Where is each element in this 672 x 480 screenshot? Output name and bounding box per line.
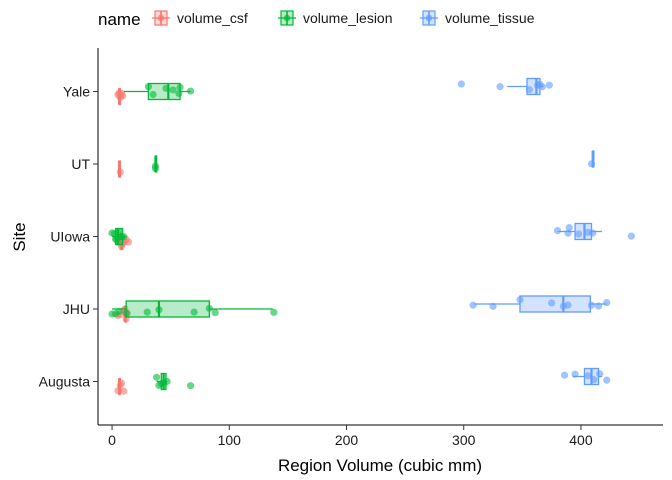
volume_csf-point [114, 387, 122, 395]
box-iqr [125, 300, 211, 318]
volume_tissue-point [564, 229, 572, 237]
volume_tissue-box-JHU [474, 295, 607, 313]
y-tick-label: Augusta [39, 374, 91, 390]
legend-item-volume_csf: volume_csf [152, 10, 248, 26]
volume_tissue-point [596, 370, 604, 378]
volume_tissue-point [560, 371, 569, 379]
volume_lesion-point [175, 89, 183, 98]
volume_lesion-point [169, 86, 177, 94]
volume_tissue-point [587, 160, 596, 168]
volume_csf-point [124, 238, 133, 246]
volume_tissue-point [545, 81, 553, 89]
volume_tissue-point [590, 376, 598, 384]
volume_lesion-point [211, 309, 219, 317]
legend-label: volume_csf [177, 10, 248, 26]
volume_tissue-point [469, 301, 477, 309]
volume_lesion-point [144, 83, 153, 91]
volume_csf-point [120, 387, 128, 395]
volume_lesion-point [120, 233, 128, 241]
volume_tissue-point [587, 301, 596, 309]
y-axis-title: Site [10, 222, 29, 251]
volume_lesion-point [151, 164, 160, 173]
volume_tissue-point [548, 299, 556, 307]
volume_tissue-point [525, 86, 533, 94]
legend-item-volume_tissue: volume_tissue [420, 10, 535, 26]
volume_tissue-point [571, 370, 579, 378]
x-tick-label: 200 [335, 432, 359, 448]
volume_lesion-point [190, 308, 198, 316]
volume_tissue-point [603, 298, 611, 307]
volume_lesion-point [162, 84, 170, 92]
legend: name volume_csf volume_lesion volume_tissu… [98, 10, 535, 29]
x-axis-title: Region Volume (cubic mm) [278, 456, 482, 475]
legend-title: name [98, 10, 141, 29]
volume_lesion-point [115, 307, 123, 315]
volume_lesion-point [270, 308, 278, 316]
x-tick-label: 400 [569, 432, 593, 448]
x-tick-label: 300 [452, 432, 476, 448]
volume_tissue-point [575, 230, 583, 238]
y-tick-label: JHU [63, 301, 90, 317]
volume_lesion-point [187, 382, 195, 390]
volume_tissue-point [589, 229, 597, 237]
volume_lesion-point [149, 90, 157, 99]
volume_lesion-point [153, 373, 161, 381]
volume_tissue-point [457, 80, 465, 88]
plot-area [108, 77, 635, 396]
volume_tissue-point [603, 376, 611, 384]
legend-point [425, 14, 433, 22]
volume_lesion-point [176, 83, 184, 91]
y-tick-label: UIowa [50, 229, 90, 245]
legend-point [283, 14, 291, 22]
volume_lesion-point [122, 309, 130, 317]
volume_tissue-point [564, 301, 572, 309]
volume_csf-point [119, 92, 127, 100]
volume_tissue-point [627, 232, 635, 240]
volume_tissue-point [489, 302, 497, 310]
legend-label: volume_lesion [303, 10, 393, 26]
legend-label: volume_tissue [445, 10, 535, 26]
y-tick-label: UT [71, 156, 90, 172]
volume_lesion-point [155, 306, 163, 314]
volume_csf-point [117, 379, 126, 387]
legend-item-volume_lesion: volume_lesion [278, 10, 393, 26]
volume_lesion-point [187, 87, 195, 95]
volume_csf-point [116, 168, 124, 176]
y-tick-label: Yale [63, 84, 90, 100]
volume_tissue-point [565, 224, 573, 232]
volume_tissue-point [553, 226, 562, 235]
volume_lesion-point [163, 377, 171, 386]
volume_lesion-point [143, 308, 151, 316]
volume_tissue-point [594, 302, 603, 310]
volume_tissue-point [496, 83, 504, 91]
x-tick-label: 0 [108, 432, 116, 448]
legend-point [157, 14, 165, 22]
volume_tissue-point [516, 296, 524, 304]
volume_tissue-point [584, 372, 592, 380]
volume_lesion-point [205, 304, 213, 313]
box-iqr [519, 295, 591, 313]
axes: 0 100 200 300 400 Augusta JHU UIowa UT Yale [39, 48, 663, 448]
x-tick-label: 100 [218, 432, 242, 448]
volume_tissue-point [538, 83, 546, 91]
